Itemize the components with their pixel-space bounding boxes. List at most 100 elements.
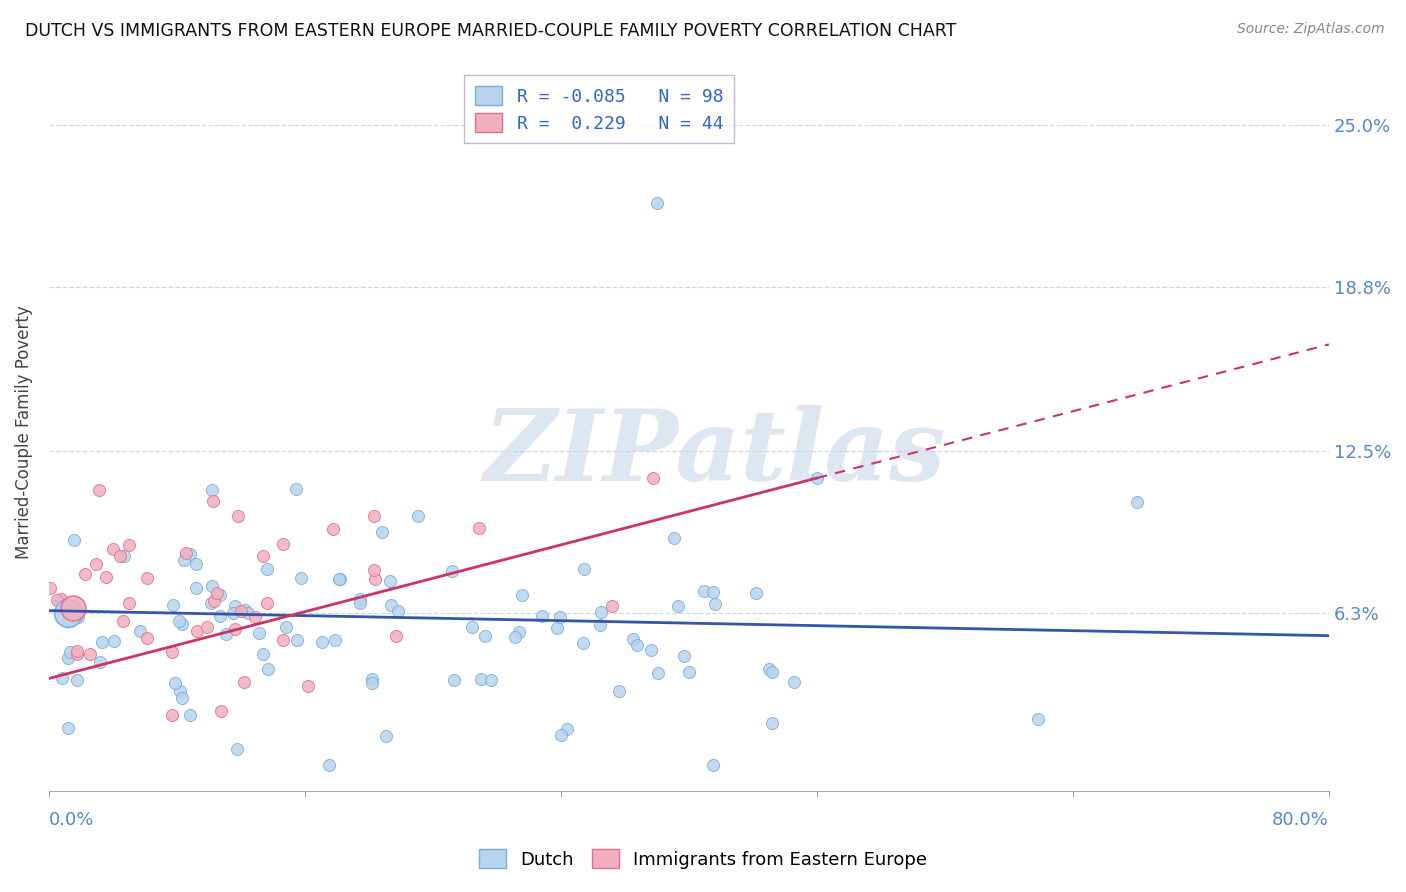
Point bbox=[91, 635, 114, 649]
Point bbox=[479, 673, 502, 687]
Point bbox=[408, 508, 430, 523]
Point bbox=[468, 521, 491, 535]
Point bbox=[271, 537, 294, 551]
Text: ZIPatlas: ZIPatlas bbox=[484, 405, 946, 501]
Y-axis label: Married-Couple Family Poverty: Married-Couple Family Poverty bbox=[15, 305, 32, 558]
Point bbox=[546, 621, 568, 635]
Point bbox=[555, 722, 578, 736]
Point bbox=[66, 673, 89, 687]
Point bbox=[108, 549, 131, 564]
Point bbox=[235, 603, 257, 617]
Point bbox=[323, 633, 346, 648]
Point bbox=[572, 562, 595, 576]
Point bbox=[349, 592, 371, 607]
Point bbox=[232, 674, 254, 689]
Point bbox=[136, 631, 159, 645]
Point bbox=[202, 494, 225, 508]
Point bbox=[285, 482, 308, 496]
Point bbox=[67, 610, 90, 624]
Point bbox=[626, 638, 648, 652]
Point bbox=[806, 470, 828, 484]
Point bbox=[184, 581, 207, 595]
Point bbox=[169, 683, 191, 698]
Point bbox=[205, 586, 228, 600]
Point bbox=[363, 508, 385, 523]
Point bbox=[297, 679, 319, 693]
Point bbox=[470, 672, 492, 686]
Point bbox=[174, 546, 197, 560]
Point bbox=[202, 594, 225, 608]
Point bbox=[51, 592, 73, 607]
Point bbox=[761, 665, 783, 679]
Point bbox=[641, 471, 664, 485]
Legend: R = -0.085   N = 98, R =  0.229   N = 44: R = -0.085 N = 98, R = 0.229 N = 44 bbox=[464, 75, 734, 144]
Point bbox=[607, 684, 630, 698]
Point bbox=[66, 644, 89, 658]
Point bbox=[572, 636, 595, 650]
Point bbox=[380, 598, 402, 612]
Point bbox=[761, 715, 783, 730]
Point bbox=[170, 690, 193, 705]
Point bbox=[371, 524, 394, 539]
Point bbox=[662, 531, 685, 545]
Point bbox=[640, 642, 662, 657]
Point bbox=[589, 617, 612, 632]
Point bbox=[58, 651, 80, 665]
Point bbox=[195, 620, 218, 634]
Point bbox=[224, 622, 246, 636]
Point bbox=[160, 645, 183, 659]
Point bbox=[215, 626, 238, 640]
Point bbox=[329, 572, 352, 586]
Point bbox=[136, 571, 159, 585]
Point bbox=[252, 549, 274, 563]
Point bbox=[693, 584, 716, 599]
Point bbox=[229, 604, 252, 618]
Point bbox=[256, 562, 278, 576]
Point bbox=[744, 586, 766, 600]
Point bbox=[73, 566, 96, 581]
Point bbox=[129, 624, 152, 638]
Point bbox=[58, 613, 80, 627]
Point bbox=[441, 565, 464, 579]
Point bbox=[461, 620, 484, 634]
Point bbox=[200, 595, 222, 609]
Point bbox=[225, 742, 247, 756]
Point bbox=[550, 728, 572, 742]
Point bbox=[349, 596, 371, 610]
Point bbox=[702, 585, 724, 599]
Point bbox=[62, 601, 84, 615]
Point bbox=[208, 587, 231, 601]
Point bbox=[311, 634, 333, 648]
Point bbox=[360, 672, 382, 686]
Legend: Dutch, Immigrants from Eastern Europe: Dutch, Immigrants from Eastern Europe bbox=[471, 841, 935, 876]
Point bbox=[186, 624, 208, 638]
Point bbox=[236, 606, 259, 620]
Point bbox=[322, 522, 344, 536]
Point bbox=[118, 538, 141, 552]
Point bbox=[89, 483, 111, 498]
Point bbox=[247, 626, 270, 640]
Point bbox=[443, 673, 465, 687]
Point bbox=[118, 596, 141, 610]
Point bbox=[508, 625, 530, 640]
Point bbox=[673, 649, 696, 664]
Point bbox=[201, 579, 224, 593]
Point bbox=[600, 599, 623, 613]
Point bbox=[702, 757, 724, 772]
Point bbox=[678, 665, 700, 679]
Point bbox=[170, 617, 193, 632]
Point bbox=[645, 196, 668, 211]
Point bbox=[173, 553, 195, 567]
Point bbox=[160, 708, 183, 723]
Point bbox=[274, 619, 297, 633]
Point bbox=[666, 599, 689, 613]
Point bbox=[66, 647, 89, 661]
Point bbox=[364, 572, 387, 586]
Point bbox=[58, 721, 80, 735]
Point bbox=[84, 558, 107, 572]
Point bbox=[209, 609, 232, 624]
Point bbox=[184, 557, 207, 571]
Point bbox=[380, 574, 402, 588]
Point bbox=[285, 632, 308, 647]
Point bbox=[59, 645, 82, 659]
